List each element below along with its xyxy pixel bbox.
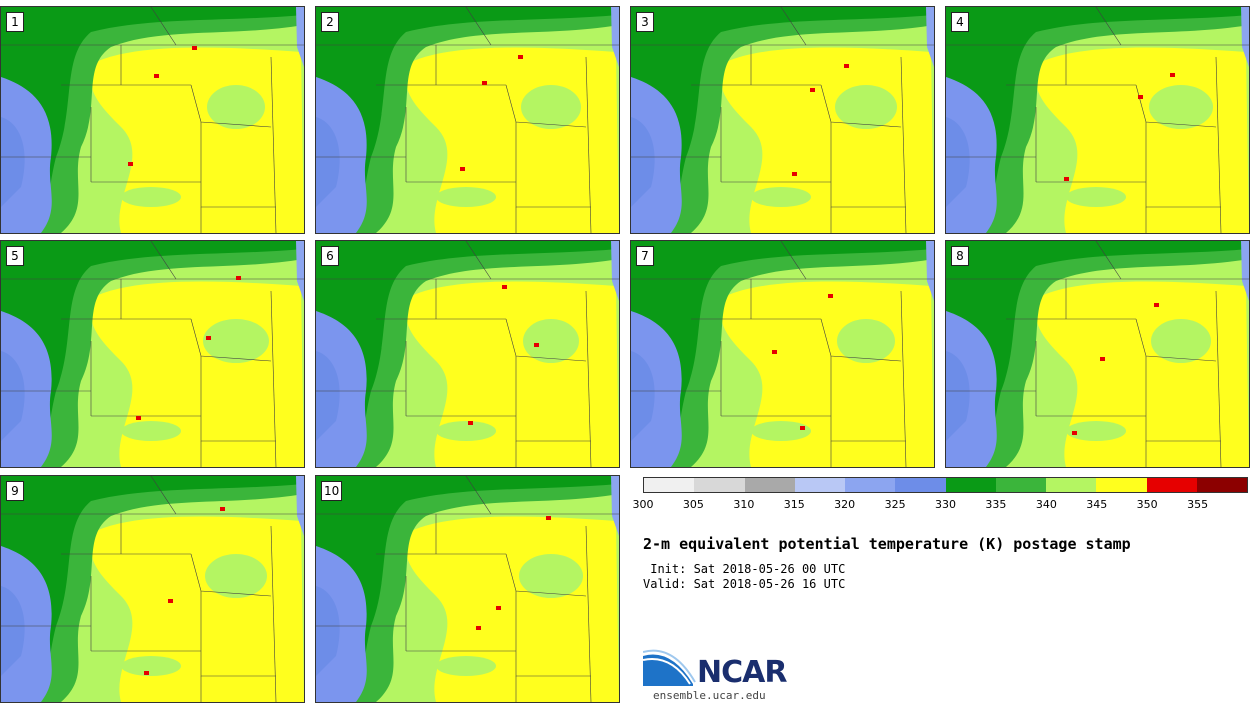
figure-title: 2-m equivalent potential temperature (K)… bbox=[643, 535, 1131, 553]
colorbar-segment bbox=[1146, 478, 1197, 492]
colorbar-segment bbox=[895, 478, 946, 492]
init-time: Init: Sat 2018-05-26 00 UTC bbox=[643, 562, 846, 576]
colorbar-segment bbox=[644, 478, 695, 492]
colorbar-tick-label: 345 bbox=[1086, 498, 1108, 511]
map-image bbox=[316, 7, 619, 233]
panel-number: 5 bbox=[6, 246, 24, 266]
map-image bbox=[1, 476, 304, 702]
colorbar-tick-label: 355 bbox=[1187, 498, 1209, 511]
map-panel-9: 9 bbox=[0, 475, 305, 703]
colorbar-segment bbox=[945, 478, 996, 492]
colorbar-tick-label: 300 bbox=[632, 498, 654, 511]
colorbar-tick-label: 325 bbox=[884, 498, 906, 511]
colorbar-tick-label: 305 bbox=[682, 498, 704, 511]
map-image bbox=[316, 476, 619, 702]
colorbar-tick-label: 330 bbox=[935, 498, 956, 511]
map-image bbox=[1, 7, 304, 233]
map-panel-8: 8 bbox=[945, 240, 1250, 468]
map-image bbox=[631, 241, 934, 467]
ncar-logo-text: NCAR bbox=[697, 655, 787, 690]
panel-number: 2 bbox=[321, 12, 339, 32]
map-image bbox=[946, 241, 1249, 467]
colorbar-tick-label: 315 bbox=[783, 498, 805, 511]
panel-number: 1 bbox=[6, 12, 24, 32]
colorbar-segment bbox=[845, 478, 896, 492]
map-panel-5: 5 bbox=[0, 240, 305, 468]
map-panel-3: 3 bbox=[630, 6, 935, 234]
map-panel-6: 6 bbox=[315, 240, 620, 468]
time-info: Init: Sat 2018-05-26 00 UTC Valid: Sat 2… bbox=[643, 562, 845, 592]
colorbar-tick-label: 320 bbox=[834, 498, 856, 511]
colorbar-tick-label: 350 bbox=[1136, 498, 1158, 511]
colorbar bbox=[643, 477, 1248, 493]
colorbar-segment bbox=[1196, 478, 1247, 492]
colorbar-segment bbox=[1096, 478, 1147, 492]
colorbar-segment bbox=[744, 478, 795, 492]
colorbar-tick-label: 340 bbox=[1035, 498, 1057, 511]
map-panel-2: 2 bbox=[315, 6, 620, 234]
map-image bbox=[946, 7, 1249, 233]
colorbar-segment bbox=[794, 478, 845, 492]
panel-number: 7 bbox=[636, 246, 654, 266]
map-image bbox=[316, 241, 619, 467]
map-panel-7: 7 bbox=[630, 240, 935, 468]
colorbar-segment bbox=[995, 478, 1046, 492]
panel-number: 4 bbox=[951, 12, 969, 32]
site-url: ensemble.ucar.edu bbox=[653, 689, 766, 702]
ncar-logo-icon bbox=[643, 649, 696, 686]
colorbar-tick-label: 335 bbox=[985, 498, 1007, 511]
map-image bbox=[1, 241, 304, 467]
panel-number: 10 bbox=[321, 481, 343, 501]
map-panel-4: 4 bbox=[945, 6, 1250, 234]
map-panel-10: 10 bbox=[315, 475, 620, 703]
panel-number: 3 bbox=[636, 12, 654, 32]
valid-time: Valid: Sat 2018-05-26 16 UTC bbox=[643, 577, 846, 591]
colorbar-segment bbox=[1046, 478, 1097, 492]
panel-number: 8 bbox=[951, 246, 969, 266]
colorbar-segment bbox=[694, 478, 745, 492]
panel-number: 9 bbox=[6, 481, 24, 501]
map-image bbox=[631, 7, 934, 233]
map-panel-1: 1 bbox=[0, 6, 305, 234]
colorbar-tick-label: 310 bbox=[733, 498, 755, 511]
panel-number: 6 bbox=[321, 246, 339, 266]
